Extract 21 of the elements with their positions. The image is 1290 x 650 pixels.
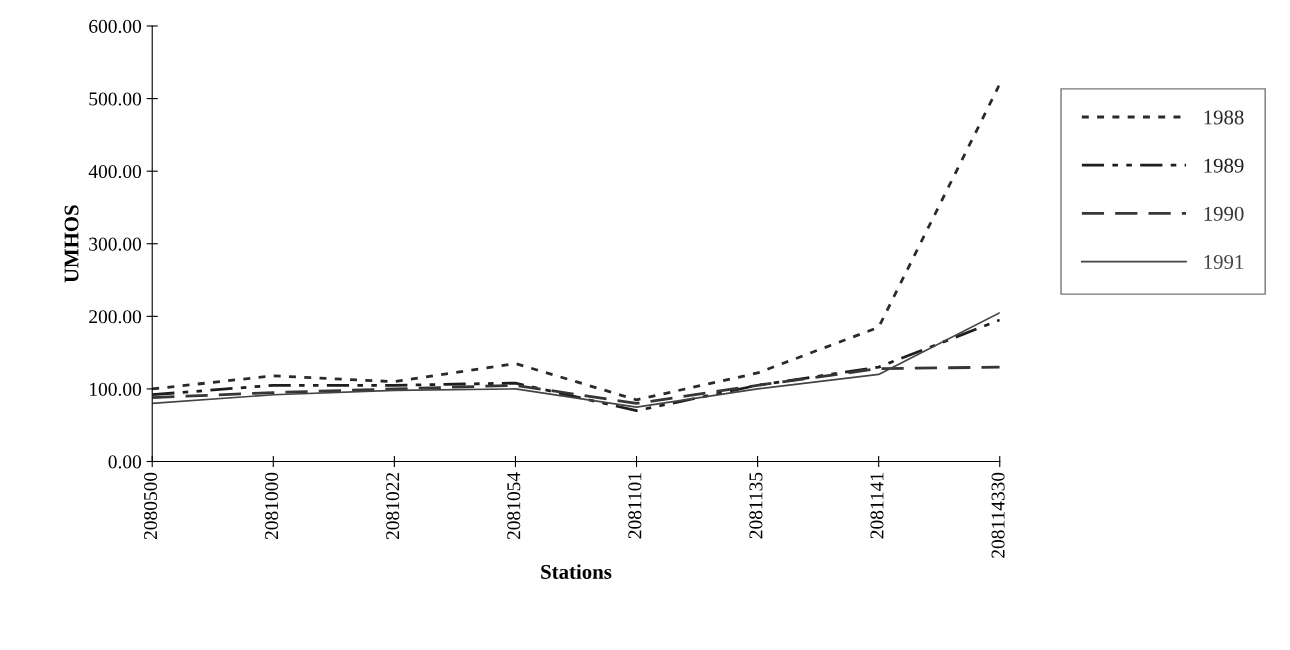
text: 1991	[1204, 255, 1244, 270]
text: 1990	[1204, 206, 1244, 221]
x-tick-label: 208114330	[991, 472, 1005, 558]
x-tick-label: 2081000	[265, 472, 279, 540]
text: 1988	[1204, 110, 1244, 125]
y-tick-label: 600.00	[89, 19, 142, 34]
x-tick-label: 2081054	[507, 472, 521, 540]
y-tick-label: 100.00	[90, 382, 142, 396]
x-tick-label: 2081022	[386, 472, 400, 540]
x-tick-label: 2080500	[143, 472, 158, 540]
y-tick-label: 300.00	[89, 237, 142, 251]
x-tick-label: 2081101	[628, 473, 642, 539]
y-tick-label: 200.00	[89, 310, 142, 324]
text: 1989	[1204, 158, 1244, 173]
y-tick-label: 500.00	[89, 92, 142, 106]
x-tick-label: 2081135	[749, 472, 763, 539]
x-axis-title: Stations	[541, 564, 612, 579]
y-axis-title: UMHOS	[64, 205, 79, 283]
y-tick-label: 0.00	[108, 455, 142, 469]
y-tick-label: 400.00	[88, 164, 142, 179]
x-tick-label: 2081141	[870, 473, 884, 539]
